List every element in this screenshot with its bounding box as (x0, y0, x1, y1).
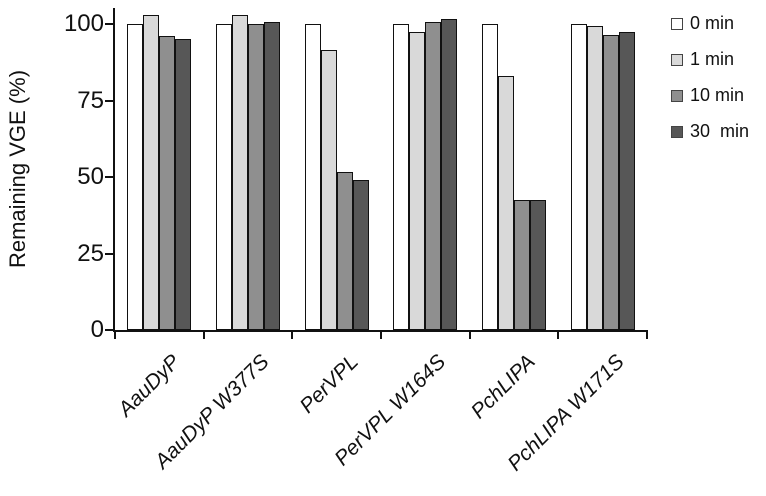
bar-PerVPL-1-min (321, 50, 337, 330)
y-tick-label: 0 (90, 316, 104, 343)
y-tick-mark (105, 329, 113, 331)
legend-swatch-10-min (671, 89, 683, 102)
y-tick-label: 75 (77, 87, 104, 114)
bar-PchLIPA-W171S-10-min (603, 35, 619, 330)
x-tick-mark (469, 332, 471, 339)
bar-AauDyP-1-min (143, 15, 159, 330)
x-tick-mark (203, 332, 205, 339)
bar-AauDyP-10-min (159, 36, 175, 330)
y-tick-mark (105, 253, 113, 255)
y-axis-line (113, 8, 115, 332)
y-tick-label: 50 (77, 163, 104, 190)
x-tick-mark (114, 332, 116, 339)
bar-PchLIPA-0-min (482, 24, 498, 330)
bar-PchLIPA-W171S-30-min (619, 32, 635, 330)
x-axis-label: PchLIPA (466, 350, 540, 424)
legend-item: 30 min (671, 122, 749, 141)
y-tick-label: 25 (77, 240, 104, 267)
legend-swatch-30-min (671, 125, 683, 138)
x-axis-line (113, 330, 648, 332)
legend-item: 1 min (671, 50, 734, 69)
legend-swatch-0-min (671, 17, 683, 30)
legend-label: 30 min (690, 121, 750, 141)
x-tick-mark (380, 332, 382, 339)
bar-PerVPL-W164S-0-min (393, 24, 409, 330)
bar-PerVPL-W164S-1-min (409, 32, 425, 330)
x-tick-mark (646, 332, 648, 339)
x-tick-mark (291, 332, 293, 339)
x-tick-mark (557, 332, 559, 339)
x-axis-label: AauDyP (113, 350, 185, 422)
bar-PerVPL-30-min (353, 180, 369, 330)
legend-label: 0 min (690, 13, 735, 33)
y-tick-mark (105, 176, 113, 178)
y-axis-title: Remaining VGE (%) (5, 69, 30, 269)
legend-item: 0 min (671, 14, 734, 33)
bar-PchLIPA-30-min (530, 200, 546, 330)
y-tick-mark (105, 23, 113, 25)
bar-PchLIPA-1-min (498, 76, 514, 330)
bar-PerVPL-W164S-30-min (441, 19, 457, 330)
x-axis-label: PerVPL (295, 350, 363, 418)
bar-AauDyP-W377S-10-min (248, 24, 264, 330)
bar-AauDyP-30-min (175, 39, 191, 330)
bar-PchLIPA-W171S-1-min (587, 26, 603, 330)
bar-AauDyP-W377S-0-min (216, 24, 232, 330)
bar-PchLIPA-10-min (514, 200, 530, 330)
y-tick-mark (105, 100, 113, 102)
bar-PchLIPA-W171S-0-min (571, 24, 587, 330)
bar-PerVPL-0-min (305, 24, 321, 330)
bar-AauDyP-0-min (127, 24, 143, 330)
bar-AauDyP-W377S-30-min (264, 22, 280, 330)
bar-PerVPL-10-min (337, 172, 353, 330)
legend-label: 10 min (690, 85, 745, 105)
legend-label: 1 min (690, 49, 735, 69)
legend-swatch-1-min (671, 53, 683, 66)
bar-PerVPL-W164S-10-min (425, 22, 441, 330)
bar-AauDyP-W377S-1-min (232, 15, 248, 330)
legend-item: 10 min (671, 86, 744, 105)
y-tick-label: 100 (63, 10, 104, 37)
